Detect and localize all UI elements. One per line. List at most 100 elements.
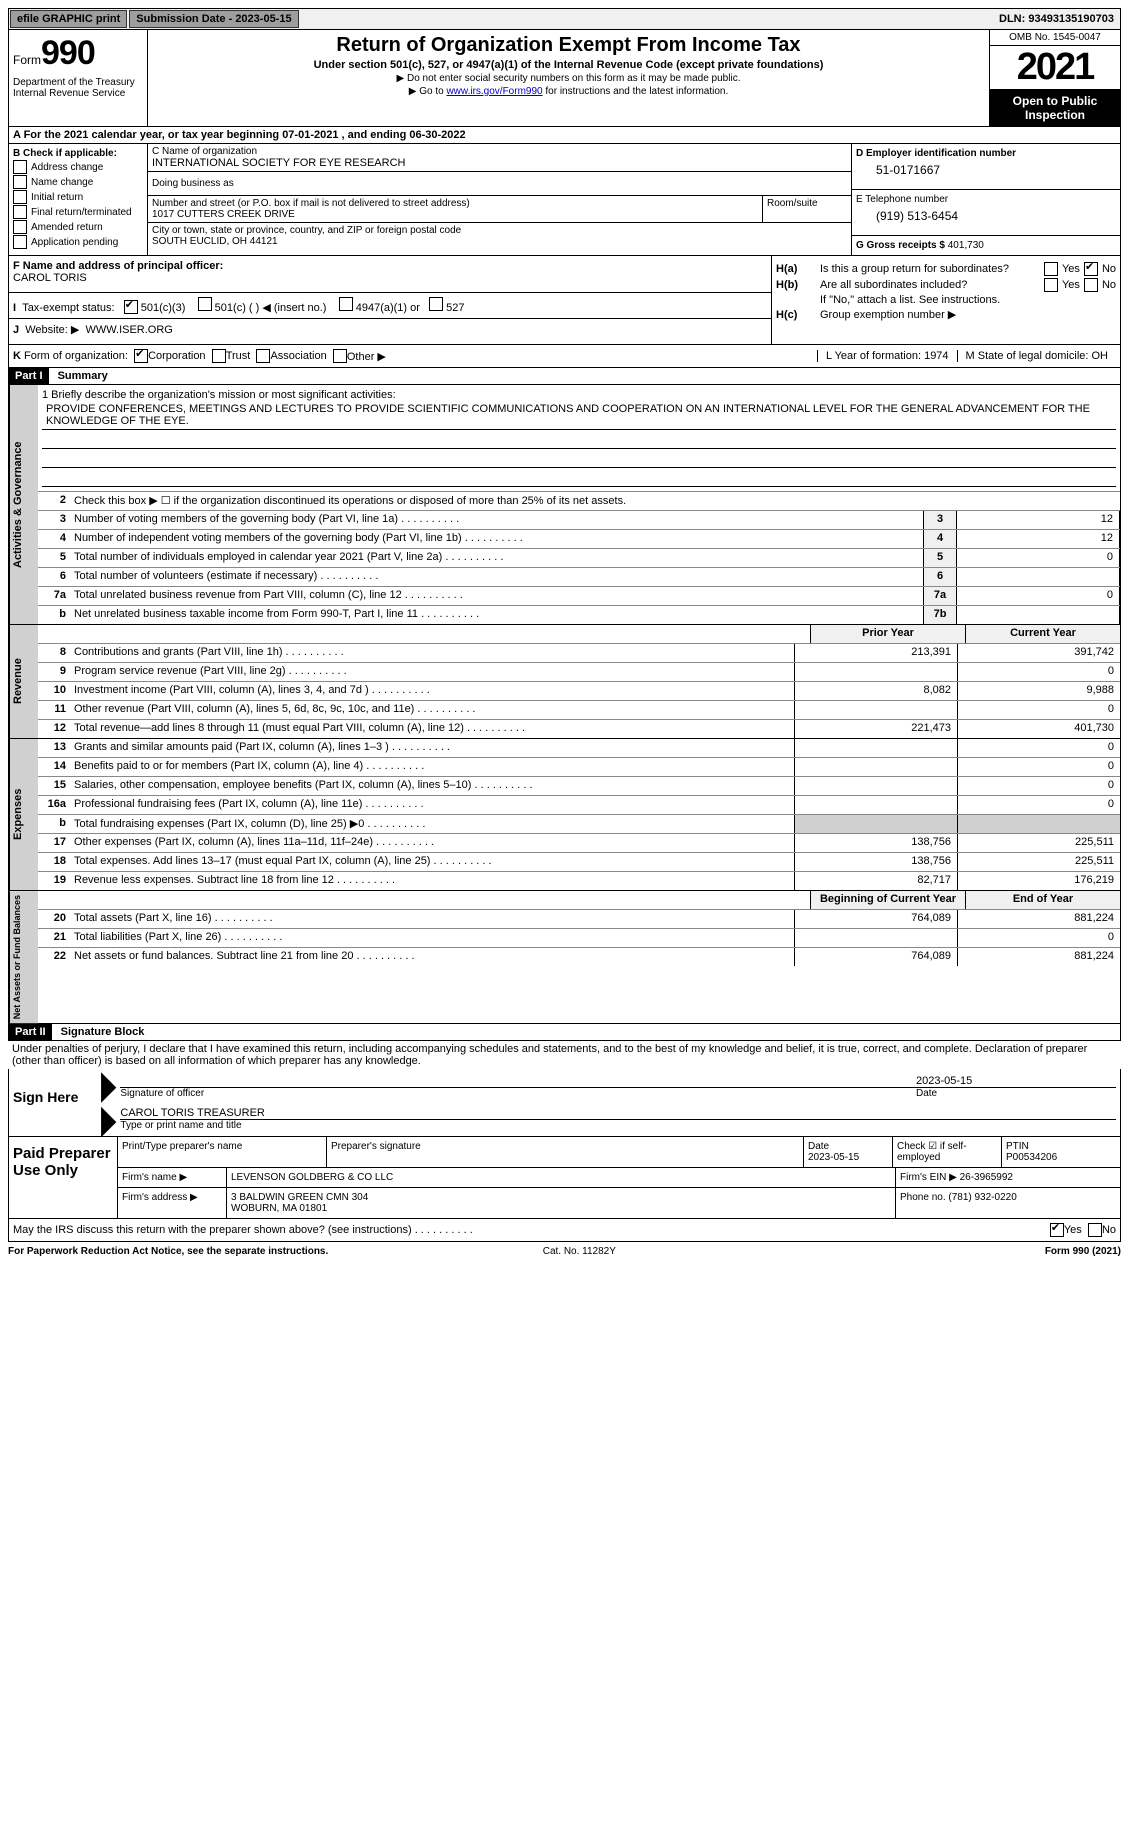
- prep-self-employed: Check ☑ if self-employed: [893, 1137, 1002, 1167]
- submission-date-button[interactable]: Submission Date - 2023-05-15: [129, 10, 298, 28]
- line-22-py: 764,089: [794, 948, 957, 966]
- chk-4947[interactable]: [339, 297, 353, 311]
- line-9-text: Program service revenue (Part VIII, line…: [70, 663, 794, 681]
- line-15-py: [794, 777, 957, 795]
- block-bcd: B Check if applicable: Address change Na…: [8, 144, 1121, 256]
- form-note-2: ▶ Go to www.irs.gov/Form990 for instruct…: [152, 86, 985, 97]
- chk-corp[interactable]: [134, 349, 148, 363]
- line-13-text: Grants and similar amounts paid (Part IX…: [70, 739, 794, 757]
- line-7a-val: 0: [957, 587, 1120, 605]
- chk-initial-return[interactable]: [13, 190, 27, 204]
- line-8-text: Contributions and grants (Part VIII, lin…: [70, 644, 794, 662]
- line-21-py: [794, 929, 957, 947]
- line-18-cy: 225,511: [957, 853, 1120, 871]
- dba-label: Doing business as: [148, 172, 851, 196]
- chk-assoc[interactable]: [256, 349, 270, 363]
- line-19-text: Revenue less expenses. Subtract line 18 …: [70, 872, 794, 890]
- chk-app-pending[interactable]: [13, 235, 27, 249]
- officer-label: F Name and address of principal officer:: [13, 260, 767, 272]
- irs-link[interactable]: www.irs.gov/Form990: [446, 86, 542, 97]
- net-assets-section: Net Assets or Fund Balances Beginning of…: [8, 891, 1121, 1024]
- paid-preparer-block: Paid Preparer Use Only Print/Type prepar…: [8, 1137, 1121, 1219]
- line-18-py: 138,756: [794, 853, 957, 871]
- mission-question: 1 Briefly describe the organization's mi…: [42, 389, 1116, 401]
- sign-here-block: Sign Here ▶ 2023-05-15 Signature of offi…: [8, 1069, 1121, 1137]
- line-b-py: [794, 815, 957, 833]
- line-14-text: Benefits paid to or for members (Part IX…: [70, 758, 794, 776]
- line-4-val: 12: [957, 530, 1120, 548]
- tel-label: E Telephone number: [856, 194, 1116, 205]
- chk-discuss-no[interactable]: [1088, 1223, 1102, 1237]
- gross-label: G Gross receipts $: [856, 240, 945, 251]
- box-b-label: B Check if applicable:: [13, 148, 143, 159]
- chk-ha-no[interactable]: [1084, 262, 1098, 276]
- form-word: Form: [13, 53, 41, 67]
- chk-501c3[interactable]: [124, 300, 138, 314]
- officer-name: CAROL TORIS: [13, 272, 767, 284]
- rev-vert-label: Revenue: [9, 625, 38, 738]
- line-19-py: 82,717: [794, 872, 957, 890]
- state-domicile: M State of legal domicile: OH: [957, 350, 1116, 362]
- firm-name: LEVENSON GOLDBERG & CO LLC: [227, 1168, 896, 1187]
- prep-date: Date 2023-05-15: [804, 1137, 893, 1167]
- line-11-py: [794, 701, 957, 719]
- chk-hb-no[interactable]: [1084, 278, 1098, 292]
- line-7b-val: [957, 606, 1120, 624]
- form-title: Return of Organization Exempt From Incom…: [152, 34, 985, 57]
- tel-value: (919) 513-6454: [856, 205, 1116, 231]
- revenue-section: Revenue Prior YearCurrent Year 8Contribu…: [8, 625, 1121, 739]
- paid-preparer-label: Paid Preparer Use Only: [9, 1137, 117, 1218]
- governance-section: Activities & Governance 1 Briefly descri…: [8, 385, 1121, 625]
- efile-button[interactable]: efile GRAPHIC print: [10, 10, 127, 28]
- line-22-cy: 881,224: [957, 948, 1120, 966]
- chk-hb-yes[interactable]: [1044, 278, 1058, 292]
- chk-amended-return[interactable]: [13, 220, 27, 234]
- prep-name-label: Print/Type preparer's name: [118, 1137, 327, 1167]
- line-8-cy: 391,742: [957, 644, 1120, 662]
- org-name-label: C Name of organization: [152, 146, 847, 157]
- chk-ha-yes[interactable]: [1044, 262, 1058, 276]
- part2-title: Signature Block: [55, 1024, 151, 1040]
- chk-name-change[interactable]: [13, 175, 27, 189]
- year-formation: L Year of formation: 1974: [817, 350, 957, 362]
- line-13-py: [794, 739, 957, 757]
- chk-address-change[interactable]: [13, 160, 27, 174]
- line-13-cy: 0: [957, 739, 1120, 757]
- tax-exempt-label: Tax-exempt status:: [22, 302, 114, 314]
- line-15-text: Salaries, other compensation, employee b…: [70, 777, 794, 795]
- declaration-text: Under penalties of perjury, I declare th…: [8, 1041, 1121, 1069]
- prep-ptin: PTIN P00534206: [1002, 1137, 1120, 1167]
- firm-addr: 3 BALDWIN GREEN CMN 304 WOBURN, MA 01801: [227, 1188, 896, 1218]
- gov-vert-label: Activities & Governance: [9, 385, 38, 624]
- line-14-py: [794, 758, 957, 776]
- part1-title: Summary: [52, 368, 114, 384]
- line-18-text: Total expenses. Add lines 13–17 (must eq…: [70, 853, 794, 871]
- chk-final-return[interactable]: [13, 205, 27, 219]
- website-value: WWW.ISER.ORG: [85, 324, 172, 336]
- line-22-text: Net assets or fund balances. Subtract li…: [70, 948, 794, 966]
- city-label: City or town, state or province, country…: [152, 225, 847, 236]
- line-7a-text: Total unrelated business revenue from Pa…: [70, 587, 923, 605]
- omb-number: OMB No. 1545-0047: [990, 30, 1120, 46]
- tax-year: 2021: [990, 46, 1120, 90]
- firm-phone: Phone no. (781) 932-0220: [896, 1188, 1120, 1218]
- top-toolbar: efile GRAPHIC print Submission Date - 20…: [8, 8, 1121, 30]
- dept-label: Department of the Treasury Internal Reve…: [13, 77, 143, 99]
- form-number: 990: [41, 34, 95, 72]
- chk-other[interactable]: [333, 349, 347, 363]
- line-3-text: Number of voting members of the governin…: [70, 511, 923, 529]
- h-b-text: Are all subordinates included?: [820, 279, 1040, 291]
- chk-527[interactable]: [429, 297, 443, 311]
- firm-name-label: Firm's name ▶: [118, 1168, 227, 1187]
- line-14-cy: 0: [957, 758, 1120, 776]
- bcy-hdr: Beginning of Current Year: [810, 891, 965, 909]
- form-note-1: ▶ Do not enter social security numbers o…: [152, 73, 985, 84]
- part2-header: Part II: [9, 1024, 52, 1040]
- chk-discuss-yes[interactable]: [1050, 1223, 1064, 1237]
- paperwork-notice: For Paperwork Reduction Act Notice, see …: [8, 1246, 328, 1257]
- chk-trust[interactable]: [212, 349, 226, 363]
- chk-501c[interactable]: [198, 297, 212, 311]
- line-6-text: Total number of volunteers (estimate if …: [70, 568, 923, 586]
- line-20-text: Total assets (Part X, line 16): [70, 910, 794, 928]
- exp-vert-label: Expenses: [9, 739, 38, 890]
